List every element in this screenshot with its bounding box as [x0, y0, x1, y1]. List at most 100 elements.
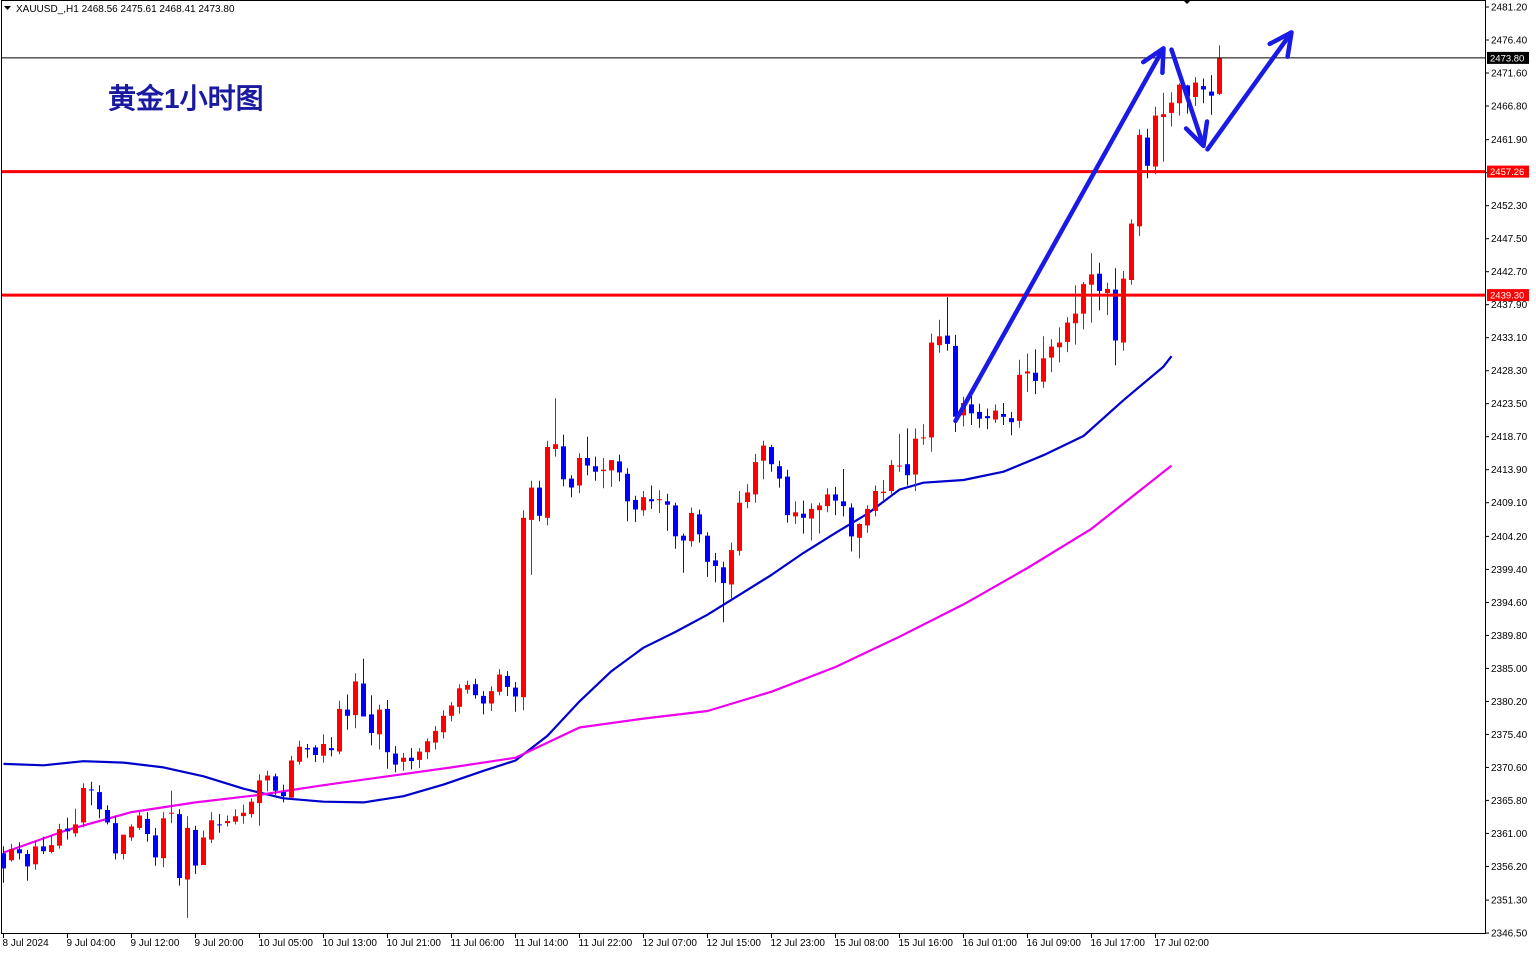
candle — [25, 849, 30, 881]
candle — [505, 671, 510, 696]
x-tick-label: 8 Jul 2024 — [3, 938, 50, 949]
candle — [697, 509, 702, 543]
candle-body — [9, 849, 14, 861]
arrow-head-icon[interactable] — [1183, 119, 1210, 149]
candle — [849, 503, 854, 552]
candle-body — [665, 501, 670, 505]
symbol-info-line: XAUUSD_,H1 2468.56 2475.61 2468.41 2473.… — [16, 4, 235, 15]
candle — [385, 700, 390, 769]
candle-body — [697, 514, 702, 535]
candle — [41, 836, 46, 854]
candle — [777, 460, 782, 488]
candle-body — [521, 517, 526, 698]
candle — [921, 424, 926, 445]
x-tick-label: 12 Jul 07:00 — [643, 938, 698, 949]
candle — [609, 460, 614, 487]
candle-body — [537, 487, 542, 516]
candle-body — [553, 444, 558, 449]
candle-body — [1217, 57, 1222, 94]
arrow-shaft[interactable] — [953, 51, 1163, 424]
candle-body — [1001, 414, 1006, 417]
y-tick-label: 2466.80 — [1491, 102, 1528, 113]
candle — [1025, 353, 1030, 392]
candle-body — [793, 512, 798, 517]
candle — [153, 827, 158, 866]
candle — [729, 542, 734, 599]
candle-body — [1033, 372, 1038, 381]
candle-body — [1161, 114, 1166, 117]
candle-body — [305, 748, 310, 750]
price-tags: 2457.26 2439.30 2473.80 — [1487, 51, 1529, 302]
time-axis[interactable]: 8 Jul 2024 9 Jul 04:00 9 Jul 12:00 9 Jul 20… — [3, 933, 1210, 949]
arrow-shaft[interactable] — [1205, 35, 1291, 152]
candle — [425, 738, 430, 760]
candle-body — [561, 446, 566, 480]
candle-body — [321, 744, 326, 756]
candle — [1057, 327, 1062, 363]
candle — [257, 774, 262, 826]
candle-body — [33, 846, 38, 865]
forecast-arrows[interactable] — [953, 30, 1294, 424]
support-resistance-lines[interactable] — [2, 57, 1485, 297]
candle-body — [753, 462, 758, 495]
candle — [241, 804, 246, 824]
y-tick-label: 2428.30 — [1491, 366, 1528, 377]
forecast-arrow[interactable] — [1205, 30, 1294, 152]
arrow-head-icon[interactable] — [1140, 46, 1166, 76]
forecast-arrow[interactable] — [953, 46, 1166, 424]
candle — [449, 702, 454, 722]
x-tick-label: 15 Jul 08:00 — [835, 938, 890, 949]
candle — [89, 781, 94, 806]
candle — [17, 842, 22, 860]
y-tick-label: 2433.10 — [1491, 333, 1528, 344]
candle — [225, 815, 230, 827]
candle — [129, 824, 134, 841]
arrow-head-icon[interactable] — [1267, 30, 1294, 59]
y-tick-label: 2442.70 — [1491, 267, 1528, 278]
chart-menu-triangle-icon[interactable] — [4, 6, 11, 10]
x-tick-label: 11 Jul 06:00 — [451, 938, 505, 949]
candle — [897, 433, 902, 472]
arrow-shaft[interactable] — [1169, 47, 1204, 143]
candle-body — [785, 476, 790, 516]
candle — [481, 691, 486, 715]
y-tick-label: 2351.30 — [1491, 896, 1528, 907]
forecast-arrow[interactable] — [1169, 47, 1210, 149]
candle — [193, 825, 198, 874]
candle-body — [841, 501, 846, 507]
x-tick-label: 11 Jul 14:00 — [515, 938, 569, 949]
candle — [265, 770, 270, 792]
candle — [977, 403, 982, 428]
candle-body — [833, 494, 838, 501]
candle — [1217, 45, 1222, 95]
y-tick-label: 2447.50 — [1491, 234, 1528, 245]
x-tick-label: 10 Jul 21:00 — [387, 938, 442, 949]
y-tick-label: 2409.10 — [1491, 498, 1528, 509]
candle-body — [721, 567, 726, 584]
candle-body — [817, 505, 822, 511]
shift-marker-icon[interactable] — [1183, 0, 1191, 4]
candlestick-series — [1, 45, 1222, 918]
candle — [281, 784, 286, 803]
candle-body — [737, 502, 742, 551]
price-tag-label: 2439.30 — [1490, 291, 1524, 302]
candle-body — [761, 445, 766, 461]
candle — [1001, 403, 1006, 425]
candle — [177, 809, 182, 886]
y-tick-label: 2399.40 — [1491, 565, 1528, 576]
candle — [1137, 129, 1142, 236]
moving-average-lines — [3, 355, 1173, 854]
candle — [233, 809, 238, 825]
candle — [721, 561, 726, 623]
candle-body — [425, 741, 430, 753]
candle-body — [153, 835, 158, 858]
candle — [665, 493, 670, 531]
candle — [217, 814, 222, 833]
candle-body — [265, 775, 270, 781]
candle-body — [1, 853, 6, 869]
price-axis[interactable]: 2481.202476.402471.602466.802461.902457.… — [1485, 3, 1528, 940]
candle-body — [1049, 346, 1054, 358]
candle — [401, 752, 406, 771]
